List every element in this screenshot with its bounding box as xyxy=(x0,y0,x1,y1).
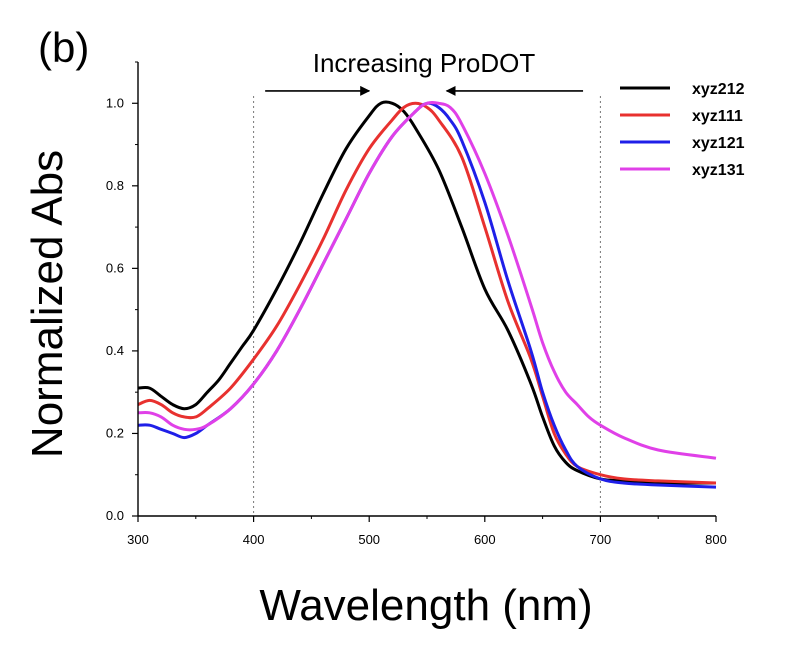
y-tick-label-4: 0.8 xyxy=(106,178,124,193)
y-tick-label-1: 0.2 xyxy=(106,425,124,440)
y-axis-label: Normalized Abs xyxy=(23,150,72,458)
series-line-xyz131 xyxy=(137,101,717,460)
legend-label-xyz131: xyz131 xyxy=(692,162,745,179)
axes: 300 400 500 600 700 800 0.0 0.2 0.4 0.6 0.8 1.0 xyxy=(106,61,727,547)
x-tick-label-300: 300 xyxy=(127,532,149,547)
legend: xyz212 xyz111 xyz121 xyz131 xyxy=(620,81,745,179)
legend-label-xyz111: xyz111 xyxy=(692,108,743,125)
panel-label: (b) xyxy=(38,24,89,71)
series-line-xyz121 xyxy=(137,101,717,489)
y-tick-label-2: 0.4 xyxy=(106,343,124,358)
plot-area xyxy=(137,85,717,516)
legend-label-xyz212: xyz212 xyxy=(692,81,745,98)
x-tick-label-500: 500 xyxy=(358,532,380,547)
x-tick-label-600: 600 xyxy=(474,532,496,547)
x-tick-label-700: 700 xyxy=(590,532,612,547)
y-tick-label-3: 0.6 xyxy=(106,260,124,275)
y-tick-label-5: 1.0 xyxy=(106,95,124,110)
increasing-prodot-annotation: Increasing ProDOT xyxy=(313,48,536,78)
series-line-xyz212 xyxy=(137,100,717,485)
y-tick-label-0: 0.0 xyxy=(106,508,124,523)
x-tick-label-400: 400 xyxy=(243,532,265,547)
series-line-xyz111 xyxy=(137,101,717,485)
x-tick-label-800: 800 xyxy=(705,532,727,547)
legend-label-xyz121: xyz121 xyxy=(692,135,745,152)
x-axis-label: Wavelength (nm) xyxy=(259,581,592,630)
